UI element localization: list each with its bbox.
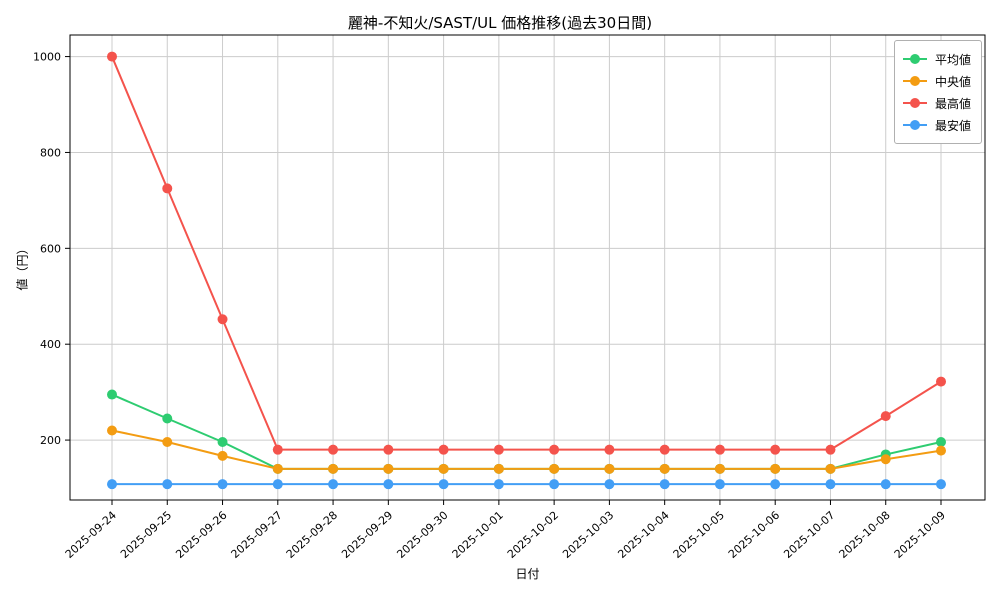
legend-label: 最高値 [934, 96, 971, 111]
svg-text:2025-10-02: 2025-10-02 [505, 509, 561, 561]
legend-item-max: 最高値 [902, 92, 971, 114]
svg-text:2025-10-05: 2025-10-05 [671, 509, 727, 561]
svg-text:2025-10-06: 2025-10-06 [726, 509, 782, 561]
median-line-swatch [902, 76, 927, 86]
legend: 平均値 中央値 最高値 最安値 [893, 40, 982, 144]
legend-label: 最安値 [934, 118, 971, 133]
svg-text:2025-10-07: 2025-10-07 [781, 509, 837, 561]
svg-text:2025-10-08: 2025-10-08 [837, 509, 893, 561]
chart-title: 麗神-不知火/SAST/UL 価格推移(過去30日間) [347, 14, 653, 32]
max-line-swatch [902, 98, 927, 108]
svg-text:200: 200 [40, 434, 61, 447]
svg-text:2025-09-27: 2025-09-27 [229, 509, 285, 561]
y-axis-label: 値（円） [15, 242, 30, 291]
svg-text:1000: 1000 [33, 51, 61, 64]
svg-text:2025-09-26: 2025-09-26 [173, 509, 229, 561]
svg-text:2025-09-29: 2025-09-29 [339, 509, 395, 561]
svg-text:2025-10-09: 2025-10-09 [892, 509, 948, 561]
x-axis-label: 日付 [515, 567, 540, 581]
average-line-swatch [902, 54, 927, 64]
legend-item-min: 最安値 [902, 114, 971, 136]
svg-text:2025-10-04: 2025-10-04 [615, 509, 671, 561]
svg-text:600: 600 [40, 242, 61, 255]
legend-item-median: 中央値 [902, 70, 971, 92]
svg-text:400: 400 [40, 338, 61, 351]
svg-text:2025-09-28: 2025-09-28 [284, 509, 340, 561]
svg-text:2025-09-25: 2025-09-25 [118, 509, 174, 561]
svg-text:800: 800 [40, 146, 61, 159]
legend-label: 中央値 [934, 74, 971, 89]
legend-label: 平均値 [934, 52, 971, 67]
legend-item-average: 平均値 [902, 48, 971, 70]
svg-text:2025-10-01: 2025-10-01 [450, 509, 506, 561]
svg-text:2025-09-30: 2025-09-30 [394, 509, 450, 561]
min-line-swatch [902, 120, 927, 130]
svg-text:2025-09-24: 2025-09-24 [63, 509, 119, 561]
svg-text:2025-10-03: 2025-10-03 [560, 509, 616, 561]
